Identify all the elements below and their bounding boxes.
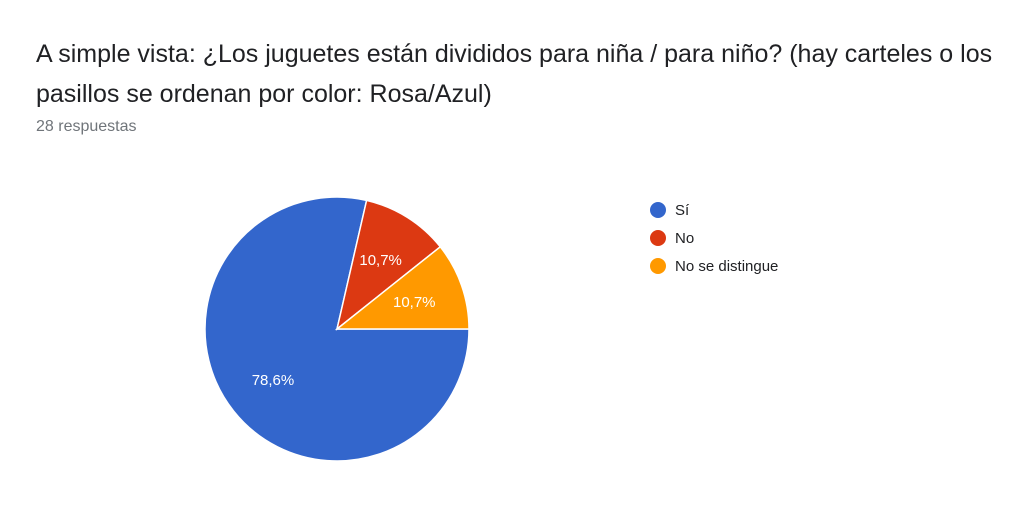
legend: Sí No No se distingue [650, 196, 778, 280]
pie-label-no: 10,7% [359, 252, 402, 269]
response-count: 28 respuestas [36, 118, 137, 135]
pie-label-si: 78,6% [252, 372, 295, 389]
legend-marker-no-se-distingue [650, 258, 666, 274]
pie-slice-no[interactable] [335, 199, 442, 331]
legend-label-si: Sí [675, 201, 690, 219]
pie-label-no-se-distingue: 10,7% [393, 294, 436, 311]
legend-item-si[interactable]: Sí [650, 196, 778, 224]
chart-title: A simple vista: ¿Los juguetes están divi… [36, 40, 993, 108]
legend-item-no-se-distingue[interactable]: No se distingue [650, 252, 778, 280]
legend-label-no-se-distingue: No se distingue [675, 257, 779, 275]
legend-item-no[interactable]: No [650, 224, 778, 252]
legend-marker-si [650, 202, 666, 218]
pie-slice-no-se-distingue[interactable] [334, 245, 470, 330]
legend-marker-no [650, 230, 666, 246]
legend-label-no: No [675, 229, 695, 247]
